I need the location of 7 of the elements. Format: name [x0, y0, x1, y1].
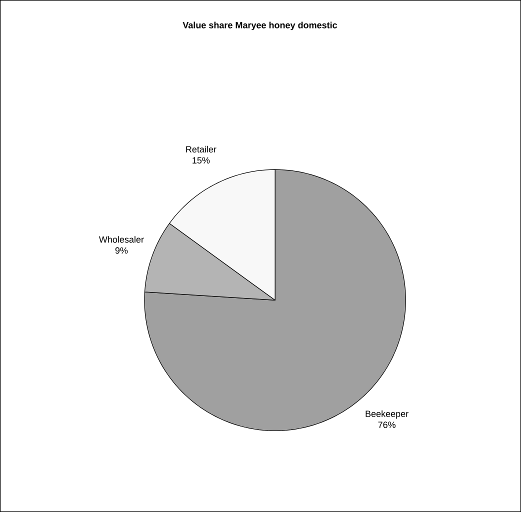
data-label: 76%: [378, 422, 396, 428]
chart-title: Value share Maryee honey domestic: [182, 22, 338, 30]
data-label: 9%: [115, 247, 128, 254]
slice-label: Wholesaler: [98, 236, 144, 243]
slice-label: Beekeeper: [366, 410, 408, 419]
data-label: 15%: [192, 157, 210, 164]
slice-label: Retailer: [186, 146, 216, 153]
